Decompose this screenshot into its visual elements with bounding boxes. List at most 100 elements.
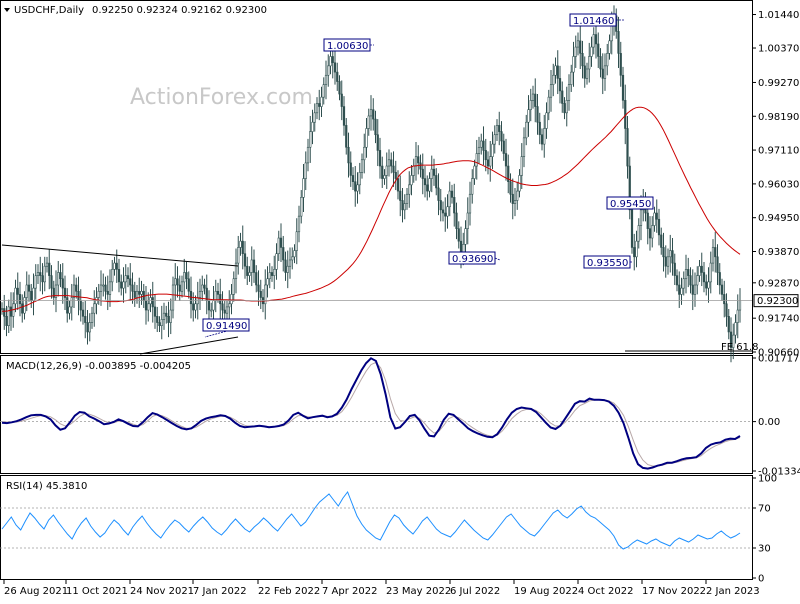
candle-body bbox=[455, 212, 458, 229]
candle-body bbox=[516, 190, 519, 201]
upper-trendline bbox=[1, 244, 239, 267]
candle-body bbox=[633, 247, 636, 258]
candle-body bbox=[354, 181, 357, 192]
price-header: USDCHF,Daily 0.92250 0.92324 0.92162 0.9… bbox=[4, 5, 267, 16]
candle-body bbox=[349, 162, 352, 176]
candle-body bbox=[275, 253, 278, 270]
candle-body bbox=[165, 312, 168, 317]
candle-body bbox=[707, 281, 710, 289]
candle-body bbox=[383, 175, 386, 179]
candle-body bbox=[52, 287, 55, 298]
current-price-tag bbox=[753, 294, 799, 308]
candle-body bbox=[453, 197, 456, 214]
collapse-triangle-icon[interactable] bbox=[4, 8, 10, 12]
macd-tick-label: 0.00 bbox=[758, 417, 780, 428]
candle-body bbox=[297, 215, 301, 233]
candle-body bbox=[468, 193, 472, 214]
candle-body bbox=[318, 103, 321, 107]
candle-body bbox=[122, 281, 125, 289]
candle-body bbox=[75, 284, 78, 292]
candles bbox=[0, 5, 742, 363]
price-panel-frame bbox=[0, 0, 753, 354]
candle-body bbox=[435, 175, 438, 189]
candle-body bbox=[585, 68, 589, 79]
fe-618-label: FE 61.8 bbox=[721, 342, 759, 353]
candle-body bbox=[558, 78, 562, 92]
candle-body bbox=[662, 247, 665, 258]
candle-body bbox=[365, 128, 368, 148]
candle-body bbox=[513, 200, 517, 204]
candle-body bbox=[104, 284, 107, 292]
candle-body bbox=[3, 308, 6, 317]
candle-body bbox=[509, 181, 512, 195]
macd-tick-label: -0.01334 bbox=[758, 467, 800, 478]
candle-body bbox=[232, 278, 235, 295]
candle-body bbox=[268, 272, 271, 280]
candle-body bbox=[450, 190, 454, 198]
callout-box bbox=[202, 318, 250, 332]
rsi-line bbox=[1, 490, 741, 550]
lower-trendline bbox=[139, 336, 239, 355]
candle-body bbox=[448, 190, 451, 208]
candle-body bbox=[444, 212, 447, 217]
candle-body bbox=[421, 168, 424, 179]
candle-body bbox=[223, 309, 226, 314]
candle-body bbox=[565, 100, 568, 114]
candle-body bbox=[608, 40, 611, 54]
candle-body bbox=[342, 106, 346, 126]
candle-body bbox=[356, 184, 359, 192]
candle-body bbox=[511, 193, 514, 204]
candle-body bbox=[669, 250, 672, 258]
candle-body bbox=[194, 303, 197, 311]
candle-body bbox=[279, 237, 283, 248]
candle-body bbox=[219, 294, 222, 305]
candle-body bbox=[187, 278, 190, 292]
candle-body bbox=[628, 165, 631, 211]
candle-body bbox=[0, 308, 4, 310]
candle-body bbox=[428, 178, 431, 192]
candle-body bbox=[495, 125, 499, 136]
candle-body bbox=[117, 269, 121, 283]
candle-body bbox=[156, 316, 159, 323]
callout-box bbox=[569, 13, 617, 27]
candle-body bbox=[239, 240, 242, 248]
candle-body bbox=[729, 331, 733, 348]
candle-body bbox=[673, 262, 676, 276]
candle-body bbox=[466, 212, 469, 229]
price-tick-label: 0.99270 bbox=[758, 78, 799, 89]
candle-body bbox=[635, 240, 638, 258]
price-callout: 0.95450 bbox=[606, 196, 654, 210]
candle-body bbox=[252, 259, 256, 273]
candle-body bbox=[48, 262, 51, 276]
candle-body bbox=[88, 322, 91, 333]
candle-body bbox=[45, 262, 49, 267]
candle-body bbox=[81, 309, 85, 317]
candle-body bbox=[390, 159, 393, 167]
candle-body bbox=[727, 316, 730, 333]
candle-body bbox=[572, 56, 575, 73]
price-tick-label: 0.91740 bbox=[758, 314, 799, 325]
date-tick-label: 2 Jan 2023 bbox=[706, 586, 760, 597]
candle-body bbox=[657, 218, 661, 236]
candle-body bbox=[147, 303, 150, 311]
candle-body bbox=[441, 209, 445, 214]
candle-body bbox=[507, 165, 510, 182]
candle-body bbox=[106, 290, 109, 295]
candle-body bbox=[124, 275, 127, 283]
candle-body bbox=[97, 290, 100, 298]
candle-body bbox=[626, 128, 629, 167]
candle-body bbox=[471, 178, 474, 195]
candle-body bbox=[230, 294, 233, 305]
candle-body bbox=[16, 287, 19, 295]
rsi-tick-label: 100 bbox=[758, 474, 777, 485]
candle-body bbox=[86, 322, 89, 333]
candle-body bbox=[653, 212, 656, 226]
candle-body bbox=[192, 303, 195, 311]
candle-body bbox=[675, 275, 679, 286]
candle-body bbox=[351, 175, 355, 182]
candle-body bbox=[120, 281, 123, 289]
candle-body bbox=[360, 159, 364, 173]
price-tick-label: 0.96030 bbox=[758, 179, 799, 190]
candle-body bbox=[66, 297, 69, 314]
